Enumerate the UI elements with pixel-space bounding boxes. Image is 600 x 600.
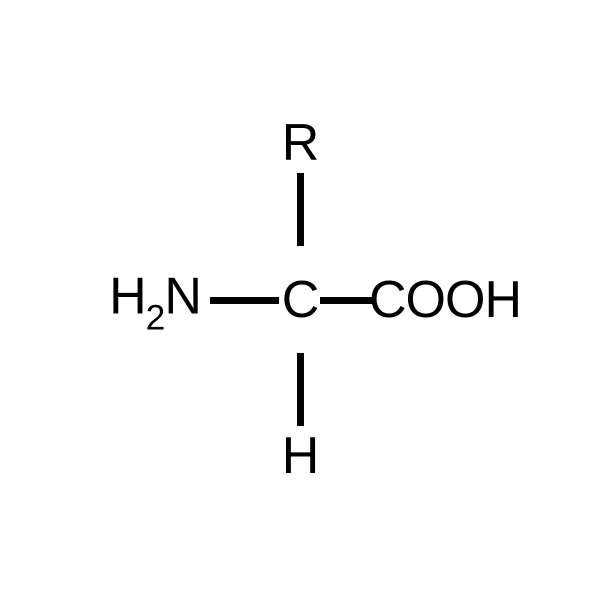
atom-hydrogen: H	[282, 426, 319, 486]
atom-amine-group: H2N	[109, 266, 201, 333]
atom-r-group: R	[282, 113, 319, 173]
bond-bottom	[297, 353, 304, 426]
bond-top	[297, 173, 304, 246]
bond-left	[210, 297, 279, 304]
atom-alpha-carbon: C	[282, 270, 319, 330]
chemical-structure-diagram: R C H2N COOH H	[0, 0, 600, 600]
atom-carboxyl-group: COOH	[369, 270, 521, 330]
bond-right	[320, 297, 375, 304]
